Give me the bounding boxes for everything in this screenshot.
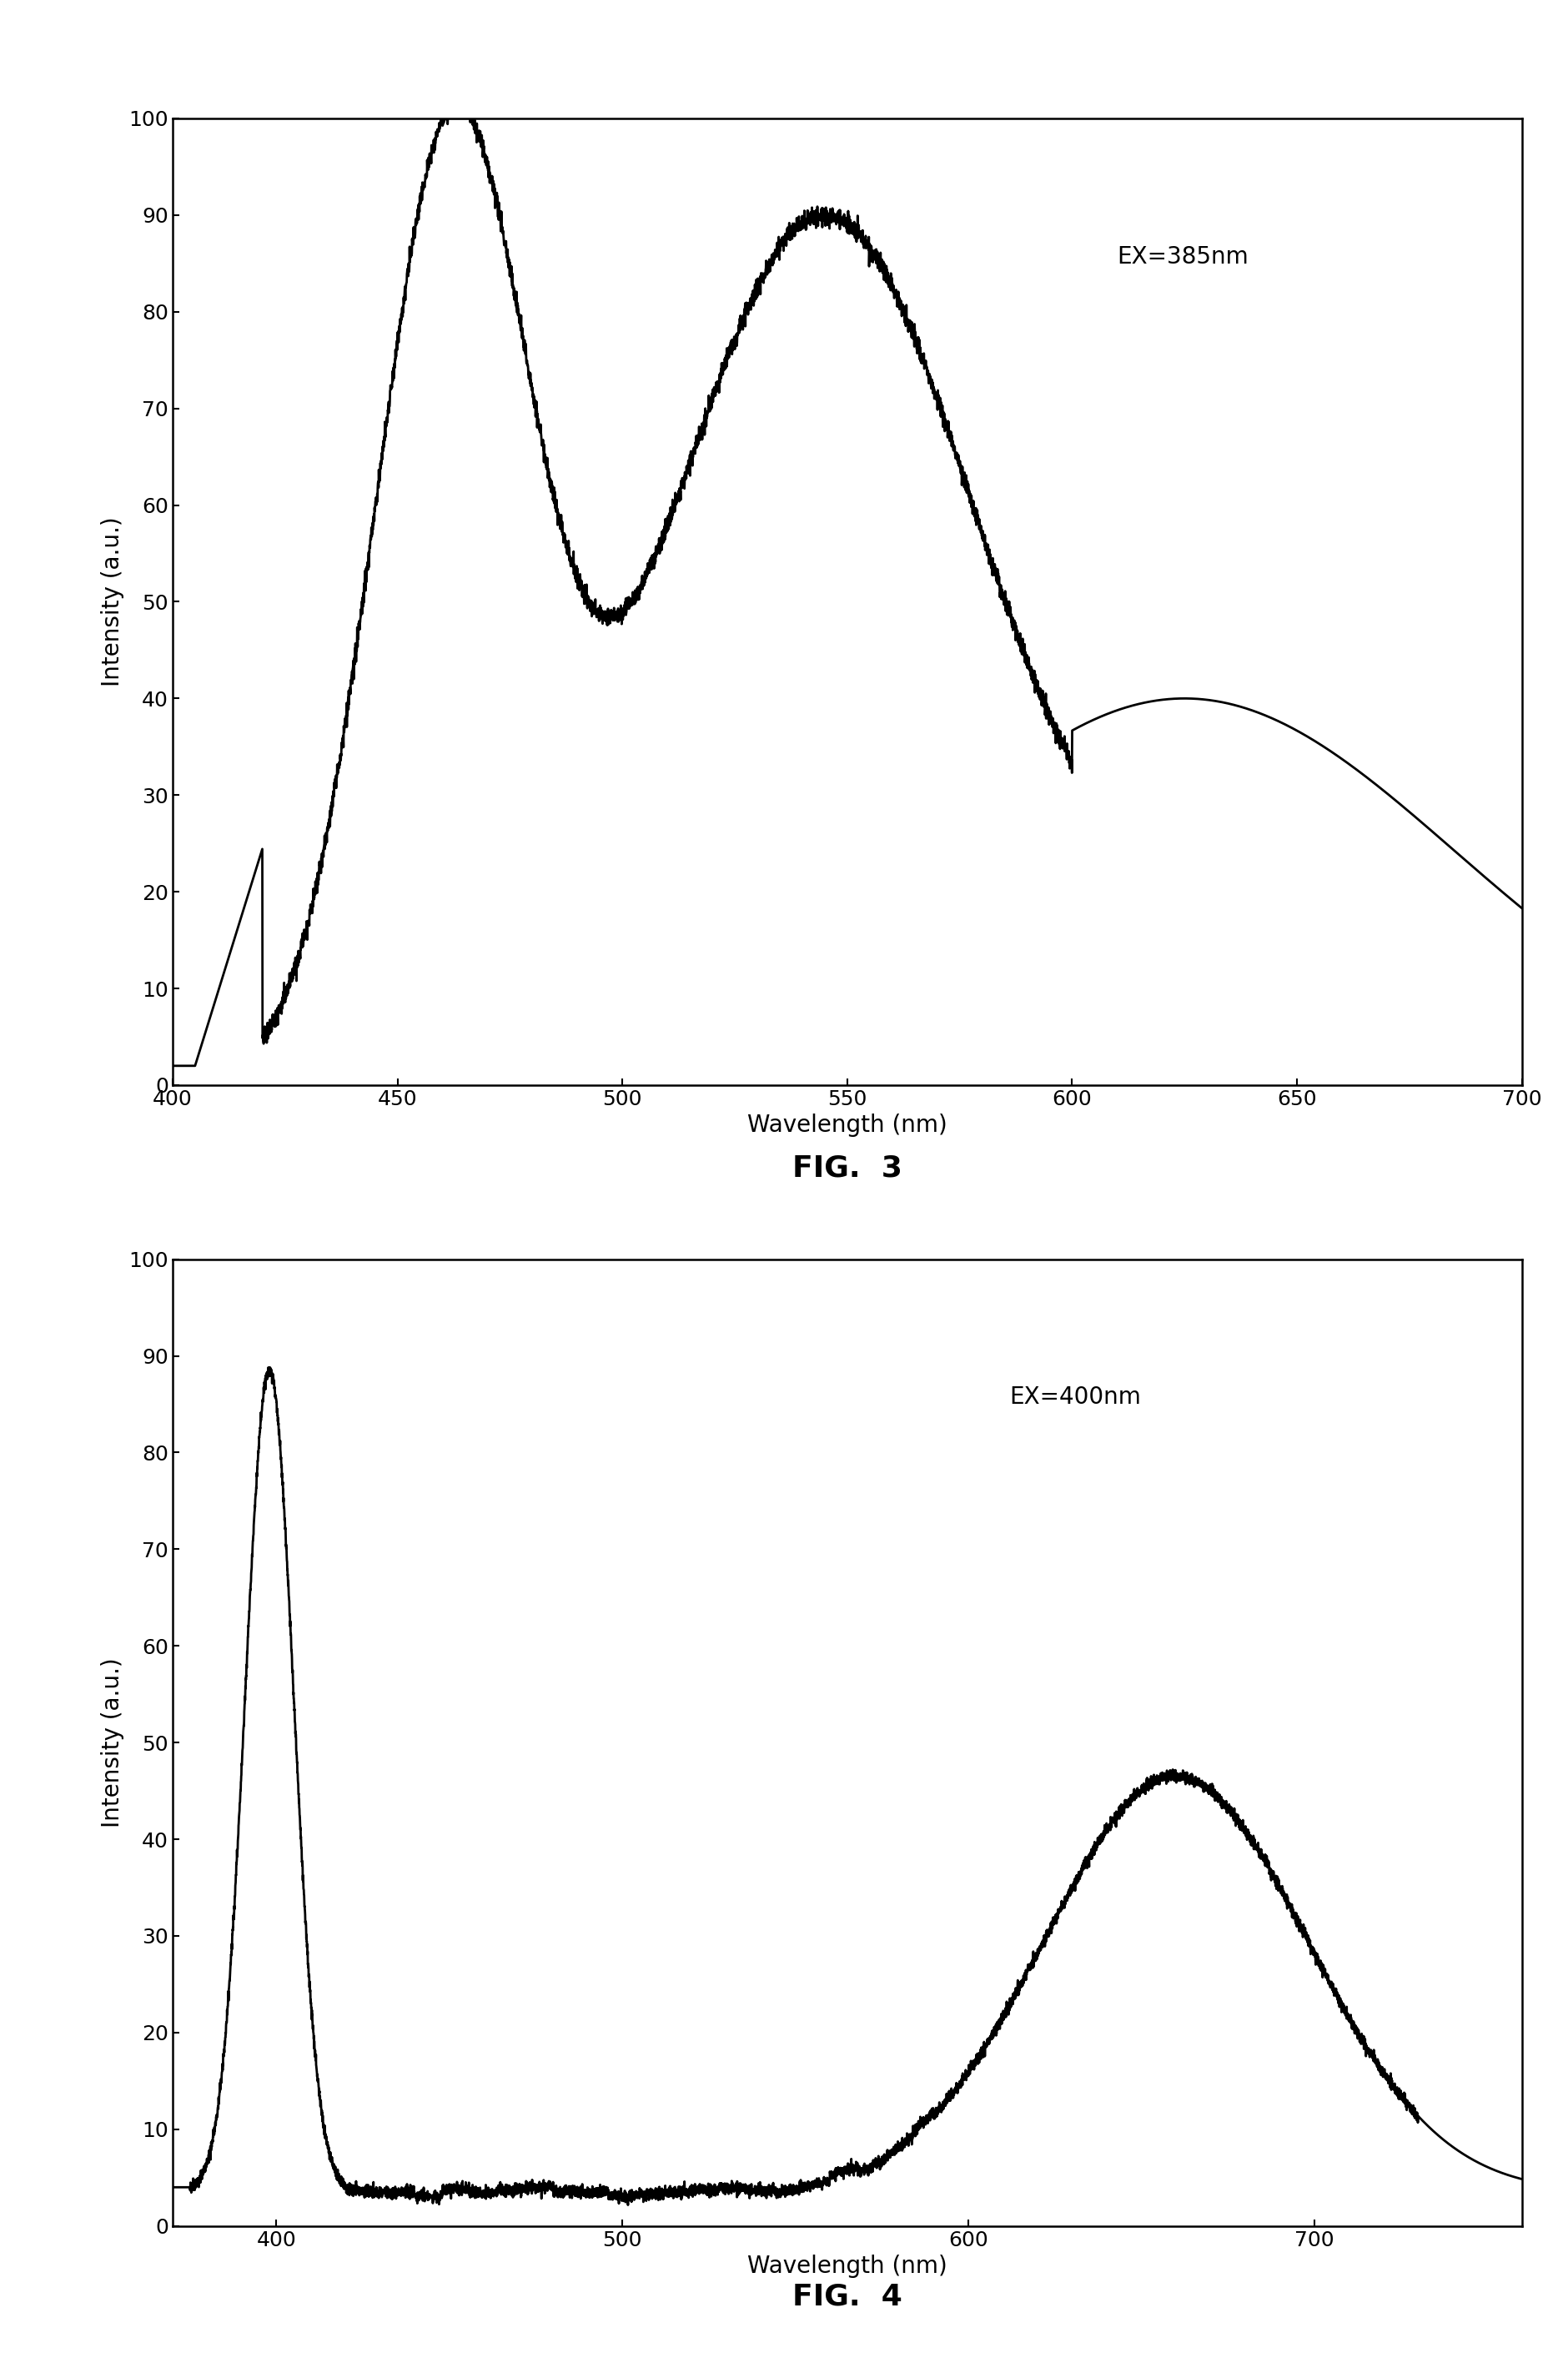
Y-axis label: Intensity (a.u.): Intensity (a.u.) [100, 516, 124, 687]
Text: FIG.  3: FIG. 3 [792, 1153, 902, 1182]
Text: EX=385nm: EX=385nm [1116, 244, 1248, 268]
X-axis label: Wavelength (nm): Wavelength (nm) [746, 1113, 947, 1137]
Text: FIG.  4: FIG. 4 [792, 2283, 902, 2311]
Y-axis label: Intensity (a.u.): Intensity (a.u.) [100, 1658, 124, 1828]
X-axis label: Wavelength (nm): Wavelength (nm) [746, 2254, 947, 2278]
Text: EX=400nm: EX=400nm [1008, 1385, 1140, 1409]
